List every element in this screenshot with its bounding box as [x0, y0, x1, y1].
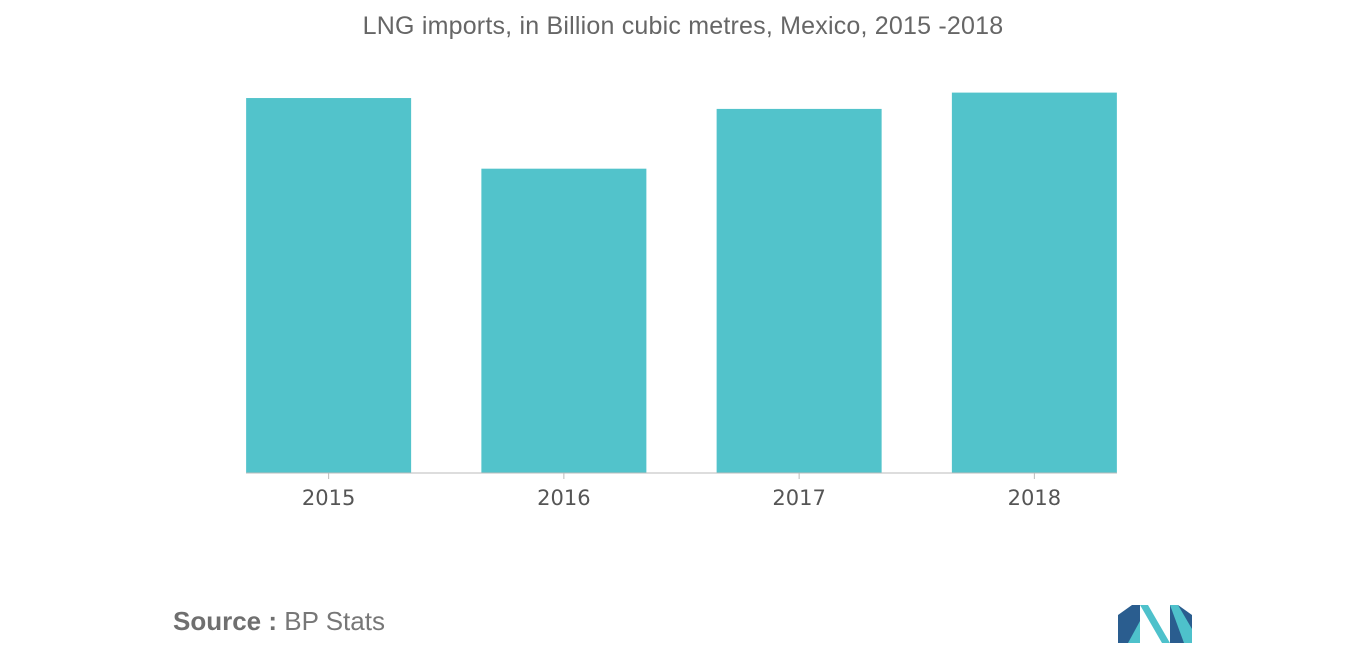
bar-2018 — [951, 92, 1117, 474]
x-tick-label-2017: 2017 — [772, 486, 825, 510]
x-tick-label-2018: 2018 — [1008, 486, 1061, 510]
x-tick-label-2015: 2015 — [302, 486, 355, 510]
bar-2016 — [481, 168, 647, 473]
bar-2017 — [716, 108, 882, 473]
x-tick-label-2016: 2016 — [537, 486, 590, 510]
bar-2015 — [246, 98, 412, 473]
source-label: Source : — [173, 606, 278, 636]
chart-title: LNG imports, in Billion cubic metres, Me… — [362, 12, 1004, 40]
source-value: BP Stats — [284, 606, 385, 636]
bar-chart: 2015 2016 2017 2018 — [246, 92, 1117, 510]
mordor-intelligence-logo-icon — [1118, 605, 1192, 643]
source-note: Source : BP Stats — [173, 606, 385, 637]
